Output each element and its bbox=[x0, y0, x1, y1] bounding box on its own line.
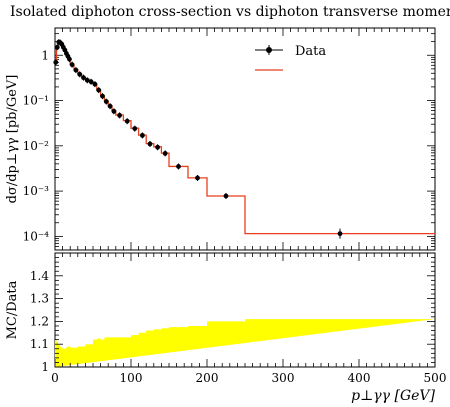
data-point bbox=[132, 126, 138, 131]
legend: Data bbox=[255, 44, 326, 71]
data-point bbox=[73, 67, 79, 73]
data-point bbox=[107, 103, 113, 109]
data-point bbox=[117, 112, 122, 118]
data-point bbox=[155, 144, 161, 150]
ratio-band bbox=[55, 319, 435, 367]
ratio-y-tick-label: 1.2 bbox=[30, 314, 49, 328]
data-point bbox=[103, 99, 109, 104]
x-tick-label: 100 bbox=[120, 371, 143, 385]
mc-histogram bbox=[55, 40, 435, 235]
ratio-y-tick-label: 1 bbox=[41, 360, 49, 374]
data-point bbox=[337, 231, 343, 237]
data-point bbox=[84, 77, 90, 83]
data-point bbox=[54, 44, 60, 50]
data-point bbox=[67, 56, 72, 62]
mc-histogram-line bbox=[55, 40, 435, 235]
main-plot-ticks: 10⁻⁴ 10⁻³ 10⁻² 10⁻¹ 1 bbox=[23, 27, 436, 251]
main-y-tick-label: 1 bbox=[41, 48, 49, 62]
data-point bbox=[176, 164, 181, 169]
data-point bbox=[100, 93, 105, 99]
ratio-plot-ticks: 1 1.1 1.2 1.3 1.4 0 100 200 300 400 500 bbox=[30, 252, 447, 385]
ratio-y-axis-label: MC/Data bbox=[5, 280, 20, 339]
data-point bbox=[81, 75, 86, 81]
x-tick-label: 300 bbox=[272, 371, 295, 385]
x-tick-label: 400 bbox=[348, 371, 371, 385]
data-point bbox=[88, 79, 94, 85]
legend-data-label: Data bbox=[295, 44, 326, 59]
data-point bbox=[147, 141, 153, 147]
data-points bbox=[53, 39, 343, 239]
x-axis-label: p⊥γγ [GeV] bbox=[351, 388, 435, 404]
data-point bbox=[111, 108, 117, 114]
data-point bbox=[140, 132, 145, 138]
main-y-tick-label: 10⁻² bbox=[23, 139, 50, 153]
main-y-tick-label: 10⁻³ bbox=[23, 184, 50, 198]
ratio-band-fill bbox=[55, 319, 435, 367]
x-tick-label: 0 bbox=[51, 371, 59, 385]
main-y-tick-label: 10⁻¹ bbox=[23, 94, 49, 108]
axis-labels: dσ/dp⊥γγ [pb/GeV] MC/Data p⊥γγ [GeV] bbox=[5, 75, 436, 404]
data-point bbox=[223, 193, 229, 199]
x-tick-label: 500 bbox=[424, 371, 447, 385]
data-point bbox=[69, 62, 75, 68]
data-point bbox=[162, 150, 168, 156]
data-point bbox=[96, 87, 102, 93]
data-point bbox=[124, 118, 130, 124]
data-point bbox=[92, 81, 98, 87]
data-point bbox=[195, 175, 200, 181]
main-y-axis-label: dσ/dp⊥γγ [pb/GeV] bbox=[5, 75, 20, 204]
ratio-y-tick-label: 1.4 bbox=[30, 269, 49, 283]
data-point bbox=[77, 71, 83, 77]
ratio-y-tick-label: 1.1 bbox=[30, 337, 49, 351]
main-y-tick-label: 10⁻⁴ bbox=[23, 229, 50, 243]
x-tick-label: 200 bbox=[196, 371, 219, 385]
chart-title: Isolated diphoton cross-section vs dipho… bbox=[10, 4, 450, 20]
ratio-y-tick-label: 1.3 bbox=[30, 292, 49, 306]
data-point bbox=[53, 59, 59, 65]
